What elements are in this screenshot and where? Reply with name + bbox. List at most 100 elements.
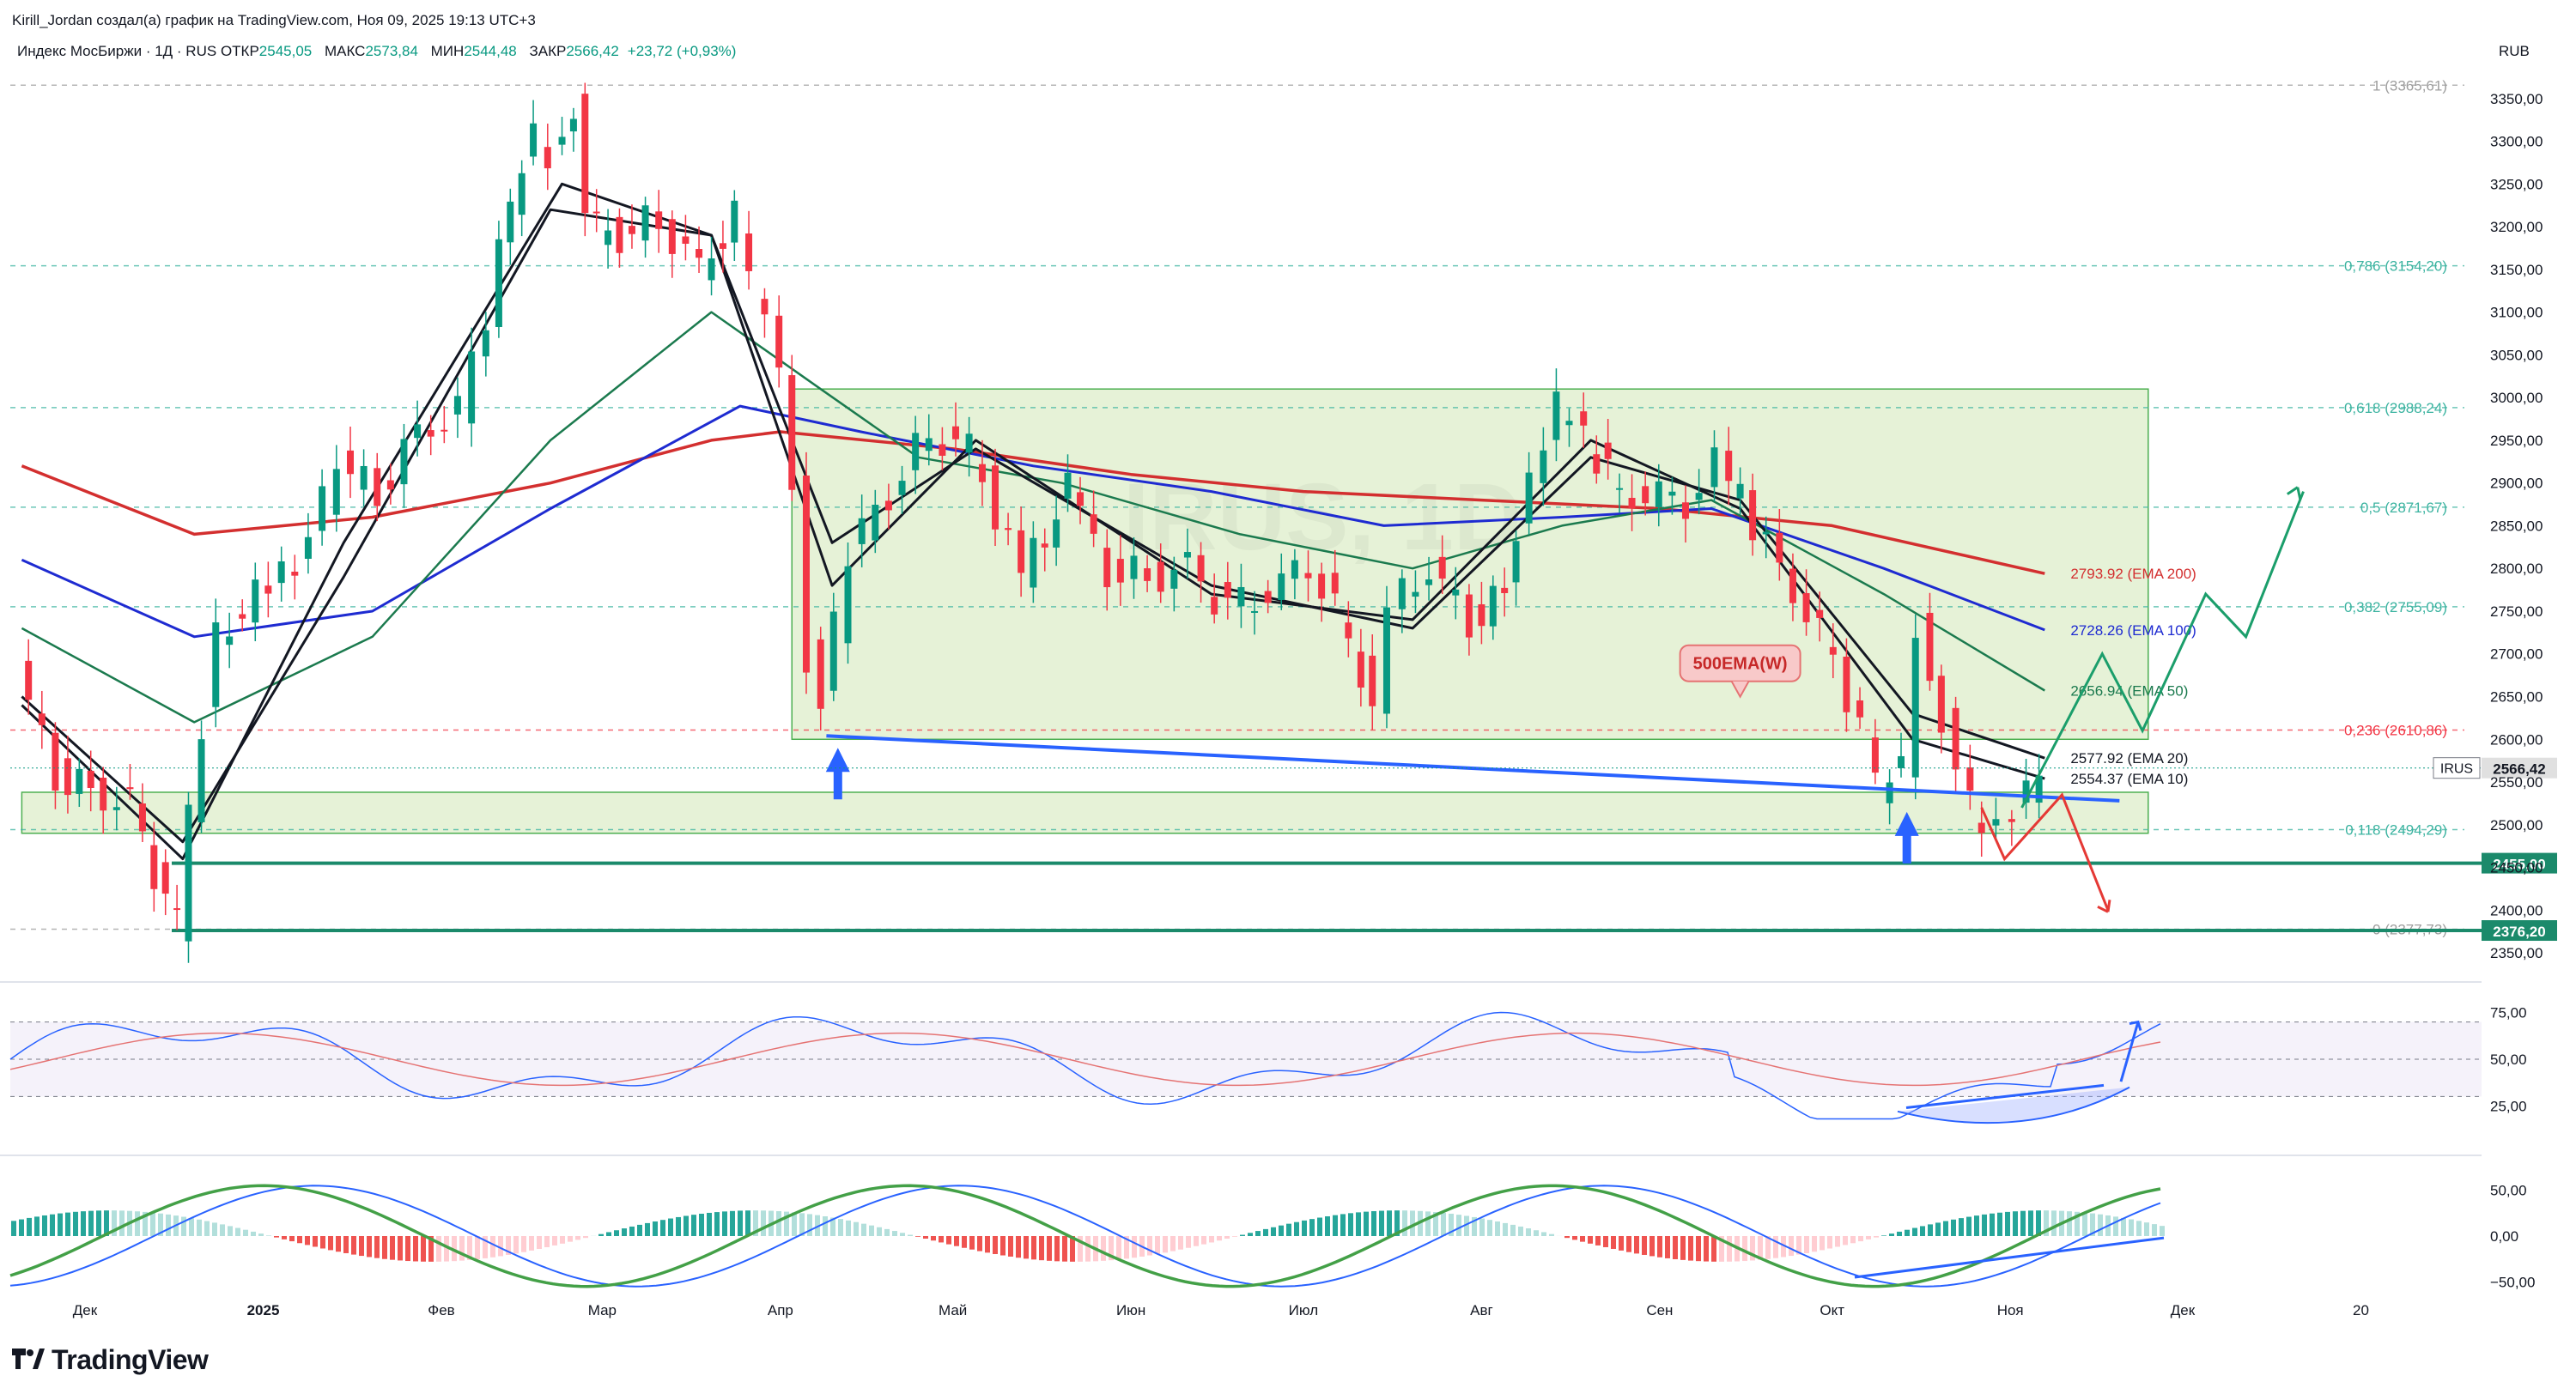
x-tick-label: Ноя [1997,1302,2024,1318]
candle-body [1856,700,1864,718]
candle-body [1251,610,1259,613]
macd-bar [1874,1236,1879,1238]
x-tick-label: Дек [73,1302,98,1318]
candle-body [1501,587,1509,594]
macd-bar [1866,1236,1871,1239]
candle-body [912,433,920,470]
macd-bar [1897,1231,1902,1236]
y-tick-label: 3250,00 [2490,176,2543,192]
macd-bar [1943,1221,1948,1236]
macd-bar [73,1211,78,1236]
macd-bar [181,1216,186,1236]
macd-bar [1201,1236,1206,1245]
macd-bar [861,1223,866,1236]
fib-level-label: 0,236 (2610,86) [2344,722,2447,738]
macd-bar [197,1219,202,1236]
ema-label: 2728.26 (EMA 100) [2070,622,2196,639]
candle-body [1465,594,1473,638]
rsi-arrow-icon [2119,1020,2142,1082]
candle-body [1224,582,1231,598]
candle-body [1789,568,1796,603]
arrow-head-icon [2097,900,2111,913]
candle-body [185,804,192,942]
candle-body [1978,822,1985,833]
macd-tick-label: 0,00 [2490,1228,2518,1245]
candle-body [544,147,551,169]
candle-body [1604,442,1612,459]
macd-bar [65,1212,70,1236]
candle-body [1898,755,1905,768]
candle-body [1291,560,1298,579]
tradingview-logo[interactable]: TradingView [12,1344,209,1376]
candle-body [1304,573,1312,579]
macd-bar [1387,1210,1392,1236]
candle-body [1937,676,1945,733]
macd-bar [884,1228,890,1236]
macd-bar [1109,1236,1114,1261]
logo-text: TradingView [52,1344,209,1375]
level-tag [2482,852,2557,874]
candle-body [939,444,946,456]
macd-bar [2160,1226,2165,1236]
macd-bar [1580,1236,1585,1242]
macd-bar [390,1236,395,1260]
macd-bar [1595,1236,1601,1246]
macd-bar [1572,1236,1577,1240]
macd-bar [1649,1236,1655,1257]
candle-body [1157,561,1164,592]
y-tick-label: 2400,00 [2490,902,2543,918]
macd-bar [1325,1216,1330,1236]
macd-bar [2013,1211,2018,1236]
macd-bar [2136,1221,2142,1236]
x-tick-label: 20 [2353,1302,2369,1318]
candle-body [1802,592,1810,622]
y-tick-label: 2500,00 [2490,817,2543,833]
macd-bar [1124,1236,1129,1259]
macd-bar [1534,1230,1539,1236]
macd-bar [668,1218,673,1236]
macd-bar [529,1236,534,1251]
macd-bar [1255,1231,1261,1236]
x-tick-label: Дек [2171,1302,2196,1318]
macd-bar [1116,1236,1121,1260]
macd-bar [513,1236,519,1254]
macd-bar [1163,1236,1168,1253]
macd-bar [2067,1211,2072,1236]
y-tick-label: 3150,00 [2490,262,2543,278]
macd-bar [753,1210,758,1236]
macd-bar [212,1222,217,1236]
macd-bar [1959,1218,1964,1236]
candle-body [1237,586,1245,607]
candle-body [518,173,526,215]
candle-body [1170,569,1178,589]
candle-body [1628,498,1636,508]
candle-body [197,739,205,822]
x-tick-label: Авг [1470,1302,1493,1318]
rsi-divergence-line [1905,1083,2105,1109]
candles [25,82,2043,963]
macd-bar [977,1236,982,1252]
macd-bar [714,1212,720,1236]
y-tick-label: 3350,00 [2490,91,2543,107]
macd-bar [985,1236,990,1253]
candle-body [1425,579,1433,585]
candle-body [212,622,220,707]
macd-bar [1680,1236,1686,1260]
macd-bar [498,1236,503,1257]
macd-bar [761,1210,766,1236]
macd-bar [1526,1228,1531,1236]
macd-bar [606,1232,611,1236]
symbol-title: Индекс МосБиржи · 1Д · RUS [17,43,217,59]
macd-bar [220,1224,225,1236]
macd-bar [1966,1216,1971,1236]
macd-bar [1410,1210,1415,1236]
macd-bar [398,1236,403,1261]
macd-bar [954,1236,959,1246]
candle-body [2035,775,2043,803]
macd-bar [869,1225,874,1236]
macd-bar [544,1236,550,1247]
macd-bar [552,1236,557,1246]
x-tick-label: Мар [588,1302,617,1318]
macd-bar [1642,1236,1647,1255]
